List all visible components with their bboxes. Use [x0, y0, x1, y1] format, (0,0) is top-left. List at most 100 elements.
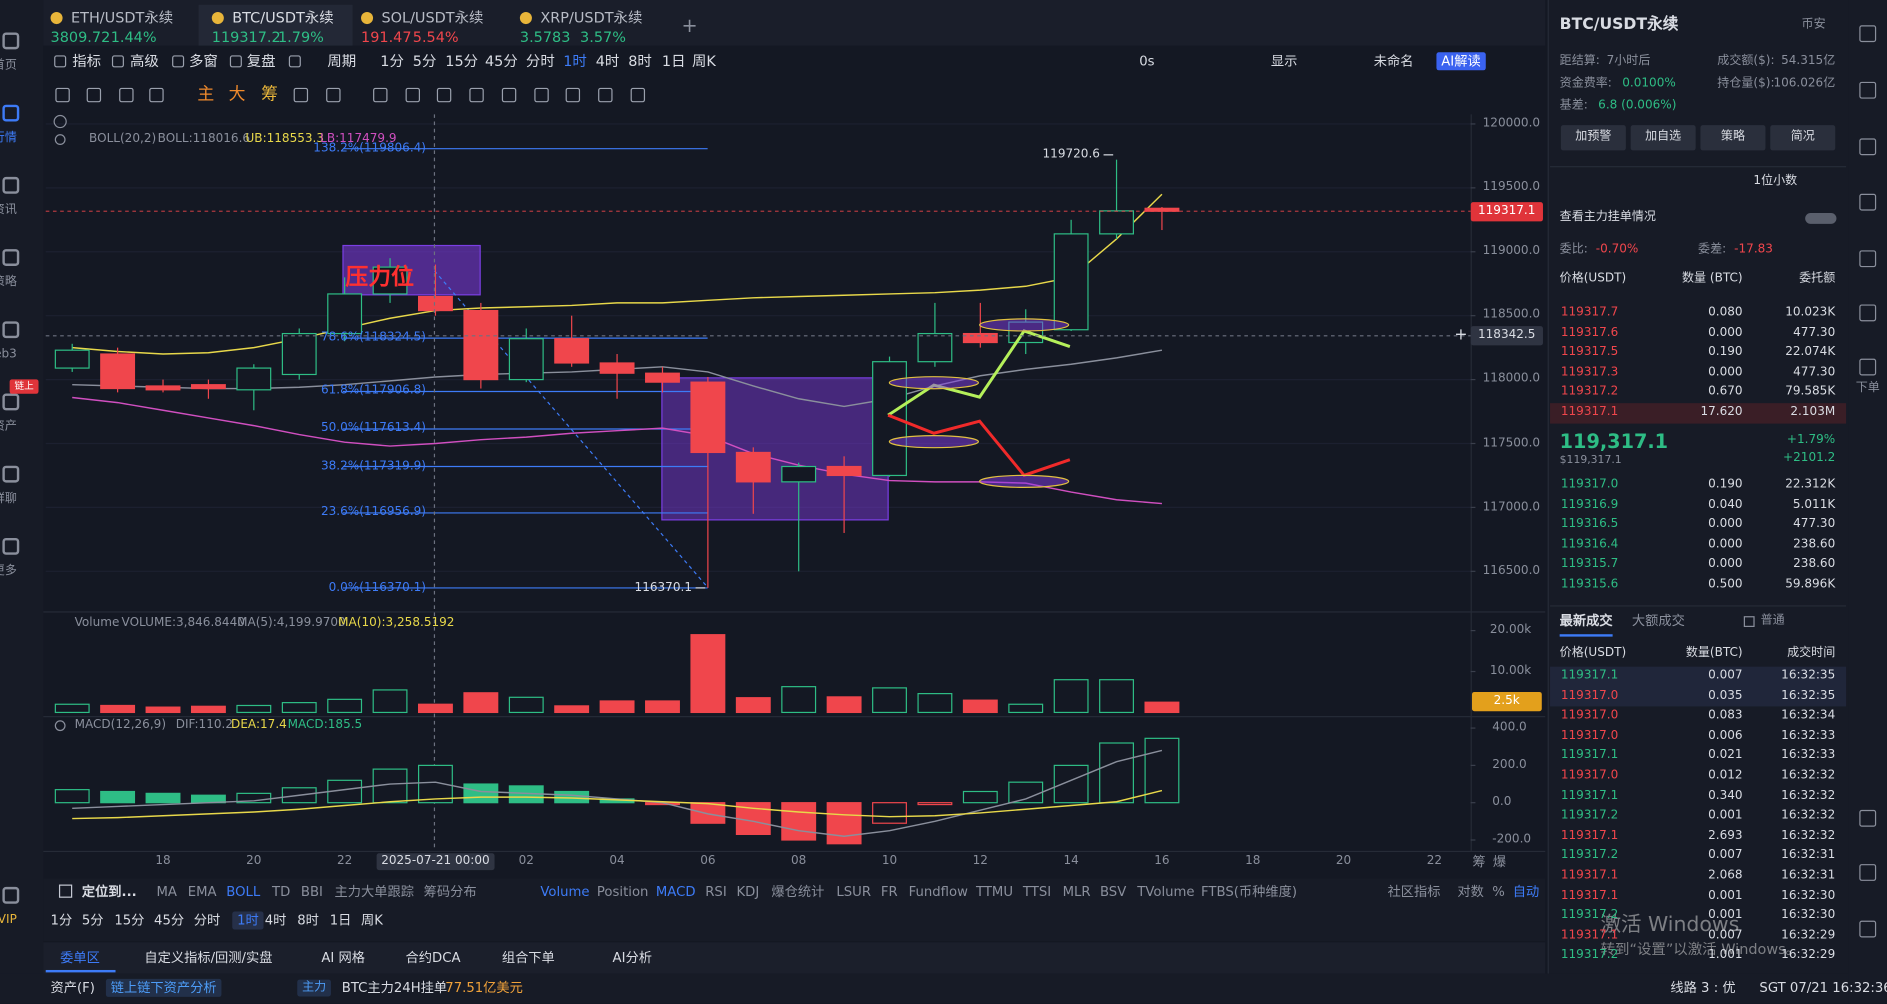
toolbar2-item[interactable]: 大	[228, 84, 246, 105]
trade-price: 119317.1	[1560, 788, 1619, 803]
bids-cell: 0.000	[1708, 517, 1743, 531]
boll-name: BOLL(20,2)	[89, 132, 157, 146]
nav-label[interactable]: 资产	[0, 420, 17, 434]
indicator-item[interactable]: TD	[271, 883, 291, 900]
tab-name[interactable]: XRP/USDT永续	[540, 9, 643, 27]
nav-label[interactable]: 首页	[0, 58, 17, 73]
period-item[interactable]: 4时	[264, 912, 287, 929]
locate[interactable]: 定位到...	[81, 883, 137, 900]
toolbar-item[interactable]: 高级	[129, 52, 159, 70]
toolbar2-item[interactable]: 筹	[261, 84, 278, 105]
toolbar-right-item[interactable]: 未命名	[1373, 53, 1414, 70]
nav-label[interactable]: 更多	[0, 564, 17, 578]
indicator-right-item[interactable]: 社区指标	[1387, 883, 1441, 900]
period-item[interactable]: 1分	[50, 912, 73, 929]
indicator-item[interactable]: TTMU	[975, 883, 1014, 900]
status-assets[interactable]: 资产(F)	[50, 980, 95, 996]
toolbar-item[interactable]: 1分	[380, 52, 404, 70]
nav-label[interactable]: 群聊	[0, 492, 17, 506]
trade-filter[interactable]: 普通	[1760, 613, 1785, 627]
bottom-tab[interactable]: 组合下单	[501, 950, 555, 966]
indicator-right-item[interactable]: 自动	[1512, 883, 1540, 900]
period-item[interactable]: 45分	[154, 912, 185, 929]
indicator-right-item[interactable]: 对数	[1457, 883, 1484, 900]
toolbar-item[interactable]: 15分	[445, 52, 479, 70]
indicator-item[interactable]: Position	[596, 883, 649, 900]
bids-cell: 5.011K	[1792, 497, 1836, 511]
bottom-tabs	[43, 942, 1546, 974]
period-item[interactable]: 1日	[329, 912, 352, 929]
indicator-item[interactable]: 主力大单跟踪	[334, 883, 414, 900]
indicator-right-item[interactable]: %	[1492, 883, 1505, 900]
period-item[interactable]: 15分	[114, 912, 145, 929]
toolbar-item[interactable]: 多窗	[188, 52, 218, 70]
indicator-item[interactable]: BSV	[1099, 883, 1127, 900]
indicator-item[interactable]: RSI	[705, 883, 727, 900]
tab-name[interactable]: ETH/USDT永续	[71, 9, 174, 27]
toolbar-item[interactable]: 1日	[661, 52, 686, 70]
nav-label[interactable]: Web3	[0, 347, 17, 362]
status-analysis[interactable]: 链上链下资产分析	[105, 978, 222, 998]
toolbar-item[interactable]: 45分	[484, 52, 518, 70]
bottom-tab[interactable]: AI分析	[612, 950, 653, 966]
toolbar-item[interactable]: 周期	[327, 52, 357, 70]
indicator-item[interactable]: LSUR	[836, 883, 872, 900]
indicator-item[interactable]: TTSI	[1022, 883, 1052, 900]
tab-name[interactable]: BTC/USDT永续	[232, 9, 334, 27]
period-item[interactable]: 1时	[232, 911, 264, 930]
bottom-tab[interactable]: 合约DCA	[405, 950, 461, 966]
panel-button-label[interactable]: 简况	[1790, 129, 1815, 144]
nav-label[interactable]: VIP	[0, 913, 17, 927]
indicator-item[interactable]: BBI	[300, 883, 323, 900]
period-item[interactable]: 5分	[81, 912, 104, 929]
toolbar-item[interactable]: 分时	[525, 52, 555, 70]
panel-button-label[interactable]: 策略	[1720, 129, 1745, 144]
right-nav-icon	[1859, 920, 1877, 938]
toolbar-item[interactable]: 指标	[72, 52, 102, 70]
toolbar-right-item[interactable]: AI解读	[1436, 52, 1486, 71]
trade-tab[interactable]: 大额成交	[1631, 613, 1685, 629]
period-item[interactable]: 8时	[297, 912, 319, 929]
add-tab[interactable]: +	[681, 13, 698, 37]
right-nav-label[interactable]: 下单	[1855, 381, 1880, 395]
main-orders[interactable]: 查看主力挂单情况	[1559, 210, 1656, 224]
toolbar-item[interactable]: 5分	[412, 52, 437, 70]
indicator-item[interactable]: Volume	[540, 883, 590, 900]
toolbar-item[interactable]: 4时	[595, 52, 620, 70]
indicator-item[interactable]: EMA	[187, 883, 217, 900]
exchange[interactable]: 币安	[1801, 18, 1826, 32]
bottom-tab[interactable]: AI 网格	[321, 950, 365, 966]
toolbar-item[interactable]: 1时	[563, 52, 587, 70]
indicator-item[interactable]: MLR	[1062, 883, 1091, 900]
toolbar-right-item[interactable]: 0s	[1139, 53, 1155, 70]
toolbar-icon	[172, 55, 185, 68]
indicator-item[interactable]: BOLL	[226, 883, 261, 900]
trade-tab[interactable]: 最新成交	[1559, 613, 1613, 629]
indicator-item[interactable]: MACD	[655, 883, 696, 900]
drawn-ellipse	[978, 318, 1070, 332]
toolbar-right-item[interactable]: 显示	[1270, 53, 1298, 70]
bottom-tab[interactable]: 自定义指标/回测/实盘	[144, 950, 273, 966]
nav-label[interactable]: 资讯	[0, 203, 17, 217]
panel-button-label[interactable]: 加自选	[1645, 129, 1682, 144]
indicator-item[interactable]: FTBS(币种维度)	[1201, 883, 1298, 900]
toolbar-item[interactable]: 8时	[628, 52, 652, 70]
nav-label[interactable]: 策略	[0, 275, 17, 289]
indicator-item[interactable]: FR	[880, 883, 898, 900]
panel-button-label[interactable]: 加预警	[1575, 129, 1612, 144]
indicator-item[interactable]: 爆仓统计	[771, 883, 825, 900]
toolbar2-item[interactable]: 主	[197, 84, 215, 105]
toolbar-item[interactable]: 复盘	[246, 52, 276, 70]
indicator-item[interactable]: TVolume	[1137, 883, 1195, 900]
indicator-item[interactable]: 筹码分布	[423, 883, 477, 900]
toolbar-item[interactable]: 周K	[691, 52, 716, 70]
indicator-item[interactable]: Fundflow	[908, 883, 968, 900]
nav-label[interactable]: 行情	[0, 131, 17, 145]
precision[interactable]: 1位小数	[1753, 174, 1798, 188]
indicator-item[interactable]: MA	[156, 883, 177, 900]
period-item[interactable]: 分时	[193, 912, 221, 929]
tab-name[interactable]: SOL/USDT永续	[381, 9, 484, 27]
bottom-tab[interactable]: 委单区	[60, 950, 100, 966]
indicator-item[interactable]: KDJ	[736, 883, 760, 900]
period-item[interactable]: 周K	[361, 912, 383, 929]
